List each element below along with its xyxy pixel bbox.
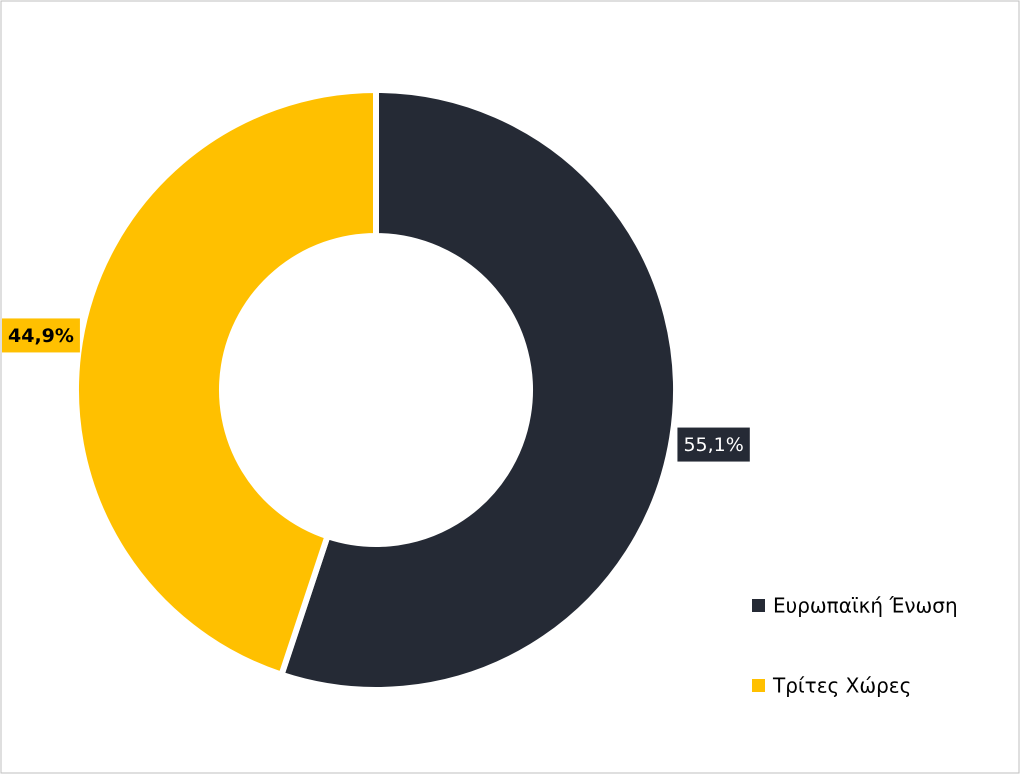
data-label-box [2, 318, 80, 353]
legend-label: Τρίτες Χώρες [772, 674, 911, 698]
data-label: 55,1% [683, 434, 743, 456]
legend-label: Ευρωπαϊκή Ένωση [773, 594, 958, 618]
legend-swatch [752, 679, 765, 692]
donut-slice [277, 86, 679, 693]
data-label: 44,9% [8, 325, 74, 347]
data-label-box [677, 427, 750, 462]
legend-swatch [752, 599, 765, 612]
donut-slice [73, 86, 379, 679]
